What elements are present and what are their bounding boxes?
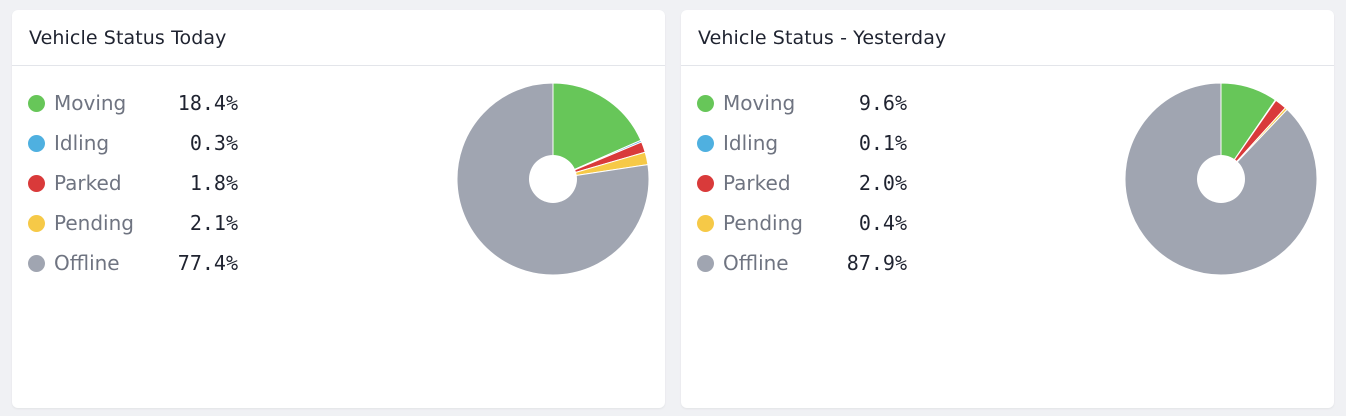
legend-item-pending[interactable]: Pending 2.1% <box>28 203 238 243</box>
card-header: Vehicle Status - Yesterday <box>681 10 1334 66</box>
card-title: Vehicle Status Today <box>29 26 227 49</box>
legend-item-offline[interactable]: Offline 77.4% <box>28 243 238 283</box>
legend-value: 77.4% <box>177 251 238 275</box>
legend-value: 2.1% <box>189 211 238 235</box>
legend-item-moving[interactable]: Moving 9.6% <box>697 83 907 123</box>
legend-value: 87.9% <box>846 251 907 275</box>
legend-label: Idling <box>54 131 110 155</box>
legend-dot-moving <box>697 94 714 112</box>
legend-label: Moving <box>723 91 796 115</box>
legend-item-offline[interactable]: Offline 87.9% <box>697 243 907 283</box>
legend-dot-idling <box>697 134 714 152</box>
legend-item-pending[interactable]: Pending 0.4% <box>697 203 907 243</box>
legend-dot-offline <box>697 254 714 272</box>
legend-value: 2.0% <box>858 171 907 195</box>
legend-dot-offline <box>28 254 45 272</box>
donut-hole <box>529 155 577 203</box>
legend-dot-parked <box>28 174 45 192</box>
legend-label: Parked <box>723 171 791 195</box>
legend: Moving 18.4% Idling 0.3% Parked 1.8% Pending 2.… <box>28 83 238 283</box>
legend-label: Idling <box>723 131 779 155</box>
legend-item-idling[interactable]: Idling 0.1% <box>697 123 907 163</box>
legend-item-moving[interactable]: Moving 18.4% <box>28 83 238 123</box>
pie-slice-offline[interactable] <box>456 82 650 276</box>
legend-dot-idling <box>28 134 45 152</box>
legend-label: Pending <box>54 211 134 235</box>
legend-value: 0.4% <box>858 211 907 235</box>
legend-label: Parked <box>54 171 122 195</box>
legend-label: Moving <box>54 91 127 115</box>
legend-value: 0.1% <box>858 131 907 155</box>
legend-dot-parked <box>697 174 714 192</box>
vehicle-status-yesterday-card: Vehicle Status - Yesterday Moving 9.6% Idl… <box>681 10 1334 408</box>
legend: Moving 9.6% Idling 0.1% Parked 2.0% Pending 0.4… <box>697 83 907 283</box>
legend-item-idling[interactable]: Idling 0.3% <box>28 123 238 163</box>
legend-value: 0.3% <box>189 131 238 155</box>
legend-value: 1.8% <box>189 171 238 195</box>
legend-dot-pending <box>28 214 45 232</box>
legend-value: 18.4% <box>177 91 238 115</box>
pie-chart <box>456 82 650 276</box>
legend-dot-moving <box>28 94 45 112</box>
vehicle-status-today-card: Vehicle Status Today Moving 18.4% Idling 0.… <box>12 10 665 408</box>
legend-value: 9.6% <box>858 91 907 115</box>
legend-item-parked[interactable]: Parked 1.8% <box>28 163 238 203</box>
pie-chart <box>1124 82 1318 276</box>
pie-slice-moving[interactable] <box>552 82 642 180</box>
legend-label: Offline <box>723 251 789 275</box>
legend-label: Offline <box>54 251 120 275</box>
legend-item-parked[interactable]: Parked 2.0% <box>697 163 907 203</box>
card-title: Vehicle Status - Yesterday <box>698 26 947 49</box>
legend-dot-pending <box>697 214 714 232</box>
legend-label: Pending <box>723 211 803 235</box>
donut-hole <box>1197 155 1245 203</box>
card-header: Vehicle Status Today <box>12 10 665 66</box>
